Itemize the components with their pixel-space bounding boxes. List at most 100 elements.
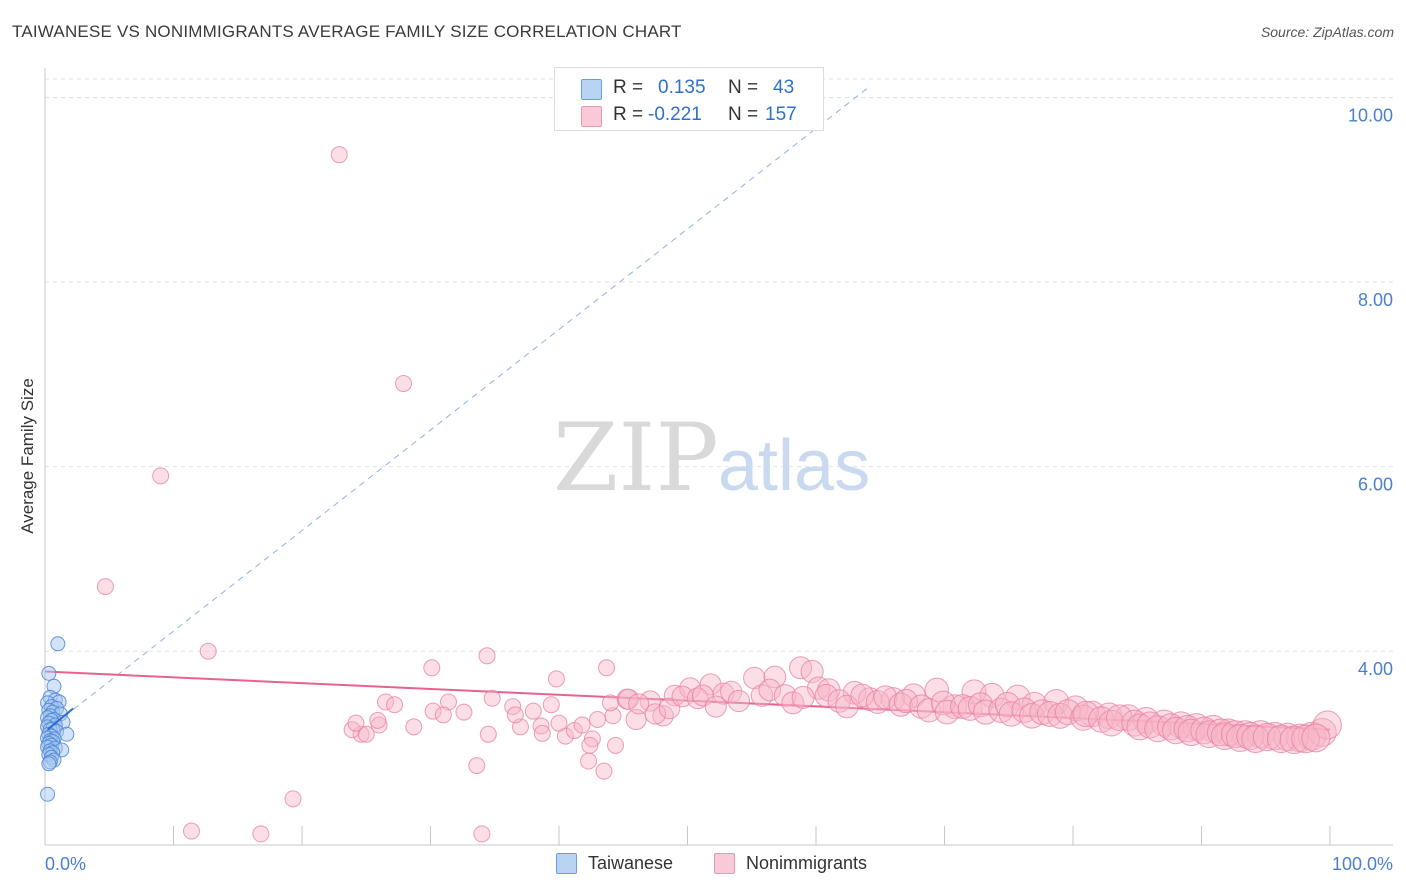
nonimmigrants-point xyxy=(644,703,667,725)
nonimmigrants-point xyxy=(601,694,619,712)
nonimmigrants-point xyxy=(781,691,805,715)
nonimmigrants-point xyxy=(524,702,542,720)
nonimmigrants-point xyxy=(1047,702,1074,729)
y-tick-label: 6.00 xyxy=(1358,475,1393,495)
stats-row-taiwanese: R = 0.135 N = 43 xyxy=(555,76,823,102)
nonimmigrants-point xyxy=(252,825,270,843)
taiwanese-points xyxy=(40,636,75,802)
nonimmigrants-point xyxy=(957,695,983,721)
taiwanese-point xyxy=(41,665,57,681)
nonimmigrants-point xyxy=(1098,709,1125,737)
nonimmigrants-point xyxy=(699,673,722,696)
nonimmigrants-point xyxy=(727,689,751,713)
nonimmigrants-point xyxy=(152,467,170,485)
nonimmigrants-point xyxy=(405,718,423,736)
nonimmigrants-point xyxy=(1162,716,1190,745)
nonimmigrants-point xyxy=(330,146,348,164)
stats-n-value: 157 xyxy=(765,104,797,125)
stats-r-value: -0.221 xyxy=(648,104,702,125)
tick-labels: 4.00 6.00 8.00 10.00 0.0% 100.0% xyxy=(45,105,1393,874)
nonimmigrants-point xyxy=(893,688,919,714)
nonimmigrants-point xyxy=(1210,722,1239,751)
y-tick-label: 10.00 xyxy=(1348,105,1393,125)
y-tick-label: 4.00 xyxy=(1358,659,1393,679)
nonimmigrants-point xyxy=(357,725,375,743)
nonimmigrants-point xyxy=(1279,725,1309,755)
source-credit: Source: ZipAtlas.com xyxy=(1260,24,1394,40)
legend-swatch-taiwanese xyxy=(556,853,577,874)
nonimmigrants-point xyxy=(1121,709,1149,737)
taiwanese-trend-line xyxy=(46,707,74,731)
y-axis-title: Average Family Size xyxy=(18,378,37,534)
nonimmigrants-point xyxy=(1195,720,1224,749)
nonimmigrants-point xyxy=(580,752,598,770)
nonimmigrants-point xyxy=(589,710,607,728)
legend-label-taiwanese: Taiwanese xyxy=(588,853,674,873)
nonimmigrants-point xyxy=(1241,724,1270,753)
nonimmigrants-point xyxy=(468,757,486,775)
nonimmigrants-point xyxy=(628,693,650,715)
nonimmigrants-point xyxy=(506,706,524,724)
nonimmigrants-point xyxy=(473,825,491,843)
nonimmigrants-point xyxy=(96,578,114,596)
nonimmigrants-point xyxy=(199,642,217,660)
nonimmigrants-point xyxy=(763,665,787,689)
nonimmigrants-point xyxy=(532,717,550,735)
gridlines xyxy=(45,78,1393,652)
taiwanese-extended-trend xyxy=(47,87,868,731)
stats-swatch-nonimmigrants xyxy=(581,106,602,127)
taiwanese-point xyxy=(59,726,75,742)
watermark-atlas: atlas xyxy=(718,426,870,506)
nonimmigrants-point xyxy=(573,716,591,734)
nonimmigrants-point xyxy=(423,659,441,677)
nonimmigrants-point xyxy=(1301,723,1331,753)
nonimmigrants-point xyxy=(439,693,457,711)
nonimmigrants-point xyxy=(1136,711,1164,739)
y-tick-label: 8.00 xyxy=(1358,290,1393,310)
nonimmigrants-point xyxy=(478,647,496,665)
nonimmigrants-point xyxy=(1206,718,1235,747)
watermark-zip: ZIP xyxy=(553,404,719,513)
stats-row-nonimmigrants: R = -0.221 N = 157 xyxy=(555,103,823,129)
nonimmigrants-point xyxy=(369,711,387,729)
nonimmigrants-point xyxy=(479,725,497,743)
stats-n-value: 43 xyxy=(773,77,795,98)
nonimmigrants-point xyxy=(607,736,625,754)
nonimmigrants-point xyxy=(182,822,200,840)
nonimmigrants-point xyxy=(434,706,452,724)
nonimmigrants-point xyxy=(758,678,782,702)
nonimmigrants-point xyxy=(743,666,766,690)
nonimmigrants-point xyxy=(1266,724,1296,754)
nonimmigrants-point xyxy=(791,685,815,709)
nonimmigrants-point xyxy=(352,725,370,743)
stats-r-label: R = xyxy=(613,104,644,125)
nonimmigrants-point xyxy=(1105,704,1133,731)
nonimmigrants-point xyxy=(1312,710,1342,740)
nonimmigrants-point xyxy=(691,684,714,707)
nonimmigrants-point xyxy=(909,694,934,719)
stats-swatch-taiwanese xyxy=(581,79,602,100)
stats-n-label: N = xyxy=(728,104,759,125)
stats-n-label: N = xyxy=(728,77,759,98)
nonimmigrants-point xyxy=(483,689,501,707)
nonimmigrants-points xyxy=(96,146,1342,843)
nonimmigrants-point xyxy=(916,698,942,723)
nonimmigrants-point xyxy=(617,688,639,710)
nonimmigrants-point xyxy=(395,375,413,393)
nonimmigrants-point xyxy=(542,696,560,714)
nonimmigrants-point xyxy=(704,695,727,718)
nonimmigrants-point xyxy=(547,670,565,688)
stats-r-value: 0.135 xyxy=(658,77,706,98)
legend-label-nonimmigrants: Nonimmigrants xyxy=(746,853,868,873)
nonimmigrants-point xyxy=(598,659,616,677)
x-tick-label-min: 0.0% xyxy=(45,854,86,874)
nonimmigrants-point xyxy=(1291,724,1320,754)
nonimmigrants-point xyxy=(550,714,568,732)
taiwanese-point xyxy=(50,636,66,652)
taiwanese-point xyxy=(41,756,57,772)
nonimmigrants-point xyxy=(720,680,743,703)
nonimmigrants-point xyxy=(814,683,838,708)
stats-r-label: R = xyxy=(613,77,644,98)
nonimmigrants-point xyxy=(581,736,599,754)
